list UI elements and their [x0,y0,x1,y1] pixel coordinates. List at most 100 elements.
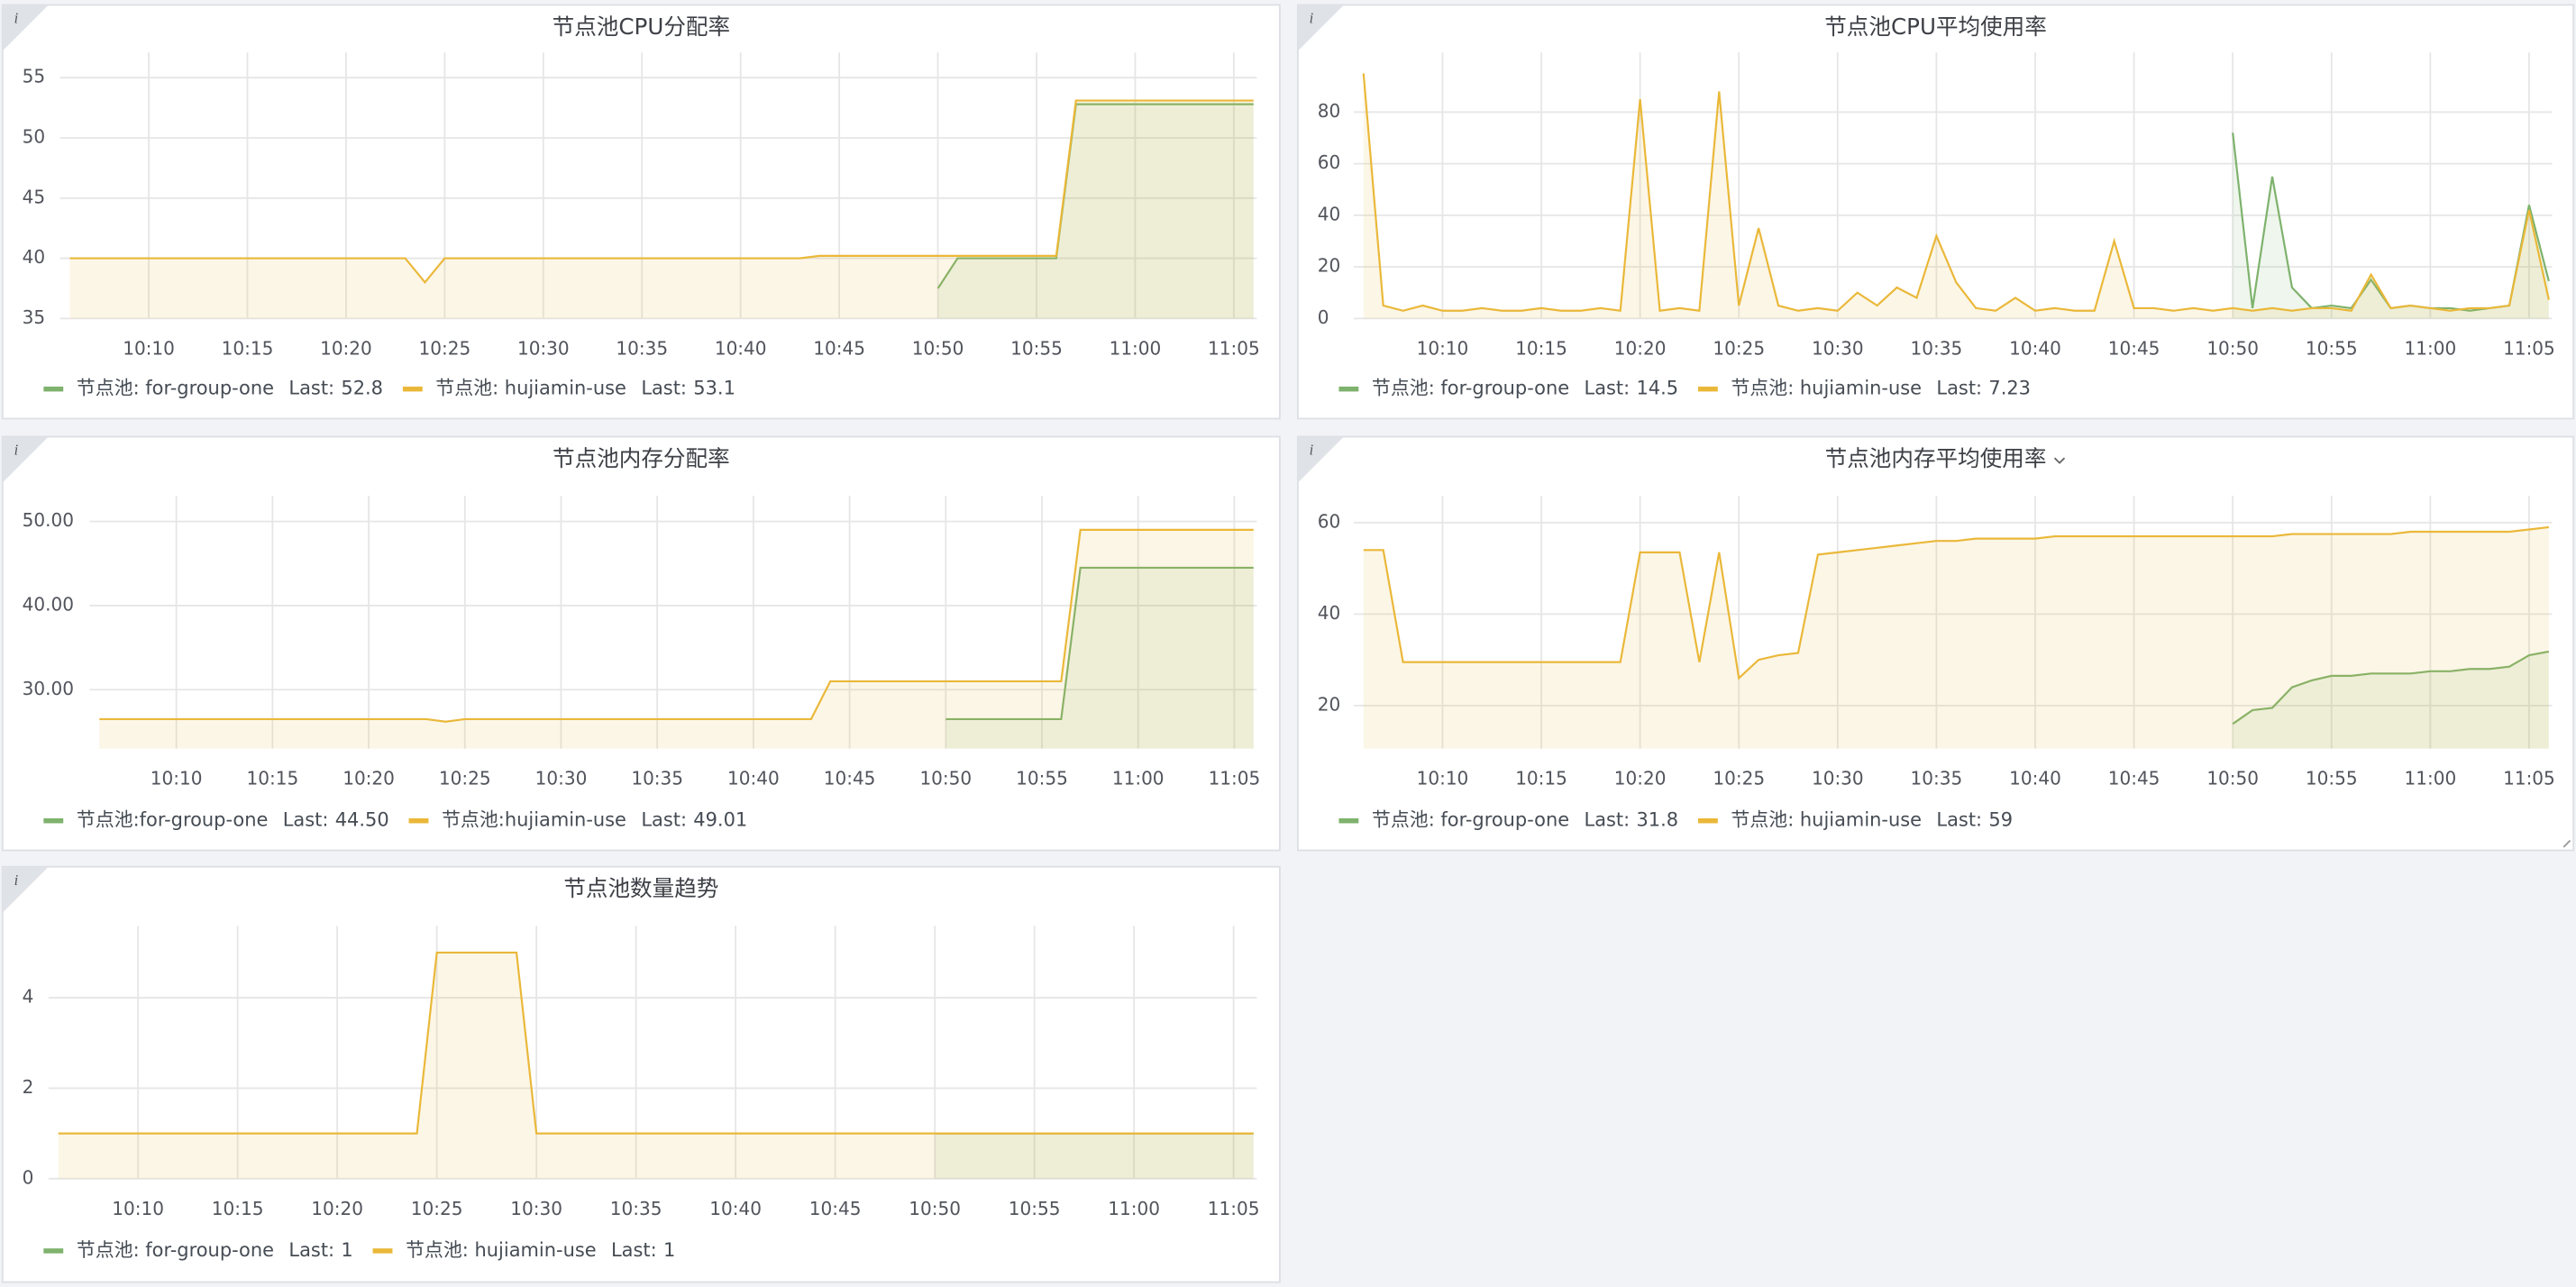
x-tick-label: 10:15 [212,1198,264,1219]
legend-stat: Last: [1585,809,1631,831]
legend-name: 节点池: hujiamin-use [1731,378,1922,399]
panel-title: 节点池CPU分配率 [553,14,730,40]
legend-name: 节点池: hujiamin-use [435,378,626,399]
x-tick-label: 10:40 [715,337,767,359]
y-tick-label: 60 [1318,510,1340,532]
x-tick-label: 10:30 [517,337,570,359]
series-line [936,103,1254,289]
legend-name: 节点池: hujiamin-use [406,1239,597,1261]
x-tick-label: 10:55 [1009,1198,1061,1219]
x-tick-label: 10:20 [1614,768,1667,790]
panel: i 节点池内存平均使用率 20 40 60 10:10 10:15 10:20 10:25 10:… [1297,435,2575,852]
x-tick-label: 10:35 [610,1198,662,1219]
x-tick-label: 10:15 [1515,768,1567,790]
legend-swatch [43,817,64,824]
y-tick-label: 40 [1318,203,1340,224]
x-tick-label: 10:40 [727,768,780,790]
series-area [935,1133,1254,1179]
y-tick-label: 80 [1318,100,1340,122]
x-tick-label: 10:20 [320,337,372,359]
info-icon: i [14,10,19,27]
x-tick-label: 11:00 [1108,1198,1160,1219]
series-area [937,104,1254,319]
x-tick-label: 10:55 [1010,337,1063,359]
legend-last: 53.1 [693,378,735,399]
legend-name: 节点池: hujiamin-use [1731,809,1922,831]
y-tick-label: 2 [23,1076,34,1098]
y-tick-label: 45 [23,186,45,207]
legend-last: 1 [341,1239,352,1261]
info-icon: i [1310,442,1314,459]
x-tick-label: 10:35 [631,768,683,790]
y-tick-label: 50.00 [23,509,74,531]
x-tick-label: 10:30 [510,1198,562,1219]
series-area [2233,132,2549,319]
series-area [2233,651,2549,749]
x-tick-label: 10:40 [2009,768,2061,790]
panel-title: 节点池CPU平均使用率 [1824,14,2047,40]
info-icon: i [1310,10,1314,27]
x-tick-label: 10:40 [709,1198,762,1219]
x-tick-label: 10:10 [1417,768,1469,790]
x-tick-label: 10:20 [343,768,395,790]
x-tick-label: 10:25 [411,1198,463,1219]
y-tick-label: 50 [23,126,45,148]
series-line [945,566,1254,721]
x-tick-label: 10:55 [2306,337,2358,359]
x-tick-label: 10:55 [2306,768,2358,790]
legend-swatch [1338,386,1359,392]
panel-frame [1,865,1281,1283]
legend-stat: Last: [283,809,329,831]
legend-last: 1 [663,1239,675,1261]
legend-stat: Last: [611,1239,657,1261]
panel-title: 节点池数量趋势 [563,875,718,901]
legend-stat: Last: [1936,809,1982,831]
panel: i 节点池内存分配率 30.00 40.00 50.00 10:10 10:15 10:20 1… [1,435,1281,852]
x-tick-label: 10:10 [151,768,203,790]
legend-name: 节点池: for-group-one [1372,809,1569,831]
y-tick-label: 20 [1318,255,1340,277]
x-tick-label: 10:45 [813,337,865,359]
x-tick-label: 10:25 [1713,768,1765,790]
x-tick-label: 10:45 [809,1198,862,1219]
legend-swatch [372,1248,393,1254]
series-line [99,528,1254,723]
x-tick-label: 10:20 [311,1198,363,1219]
x-tick-label: 10:25 [439,768,491,790]
series-line [2232,650,2550,726]
series-area [945,567,1254,749]
x-tick-label: 11:05 [1209,768,1261,790]
title-chevron [2053,457,2066,464]
y-tick-label: 55 [23,66,45,87]
x-tick-label: 10:50 [909,1198,961,1219]
series-line [69,99,1254,285]
legend-name: 节点池: for-group-one [1372,378,1569,399]
x-tick-label: 11:00 [2405,337,2457,359]
x-tick-label: 10:55 [1016,768,1068,790]
panel-title: 节点池内存平均使用率 [1825,445,2047,471]
x-tick-label: 11:00 [1112,768,1165,790]
x-tick-label: 10:10 [1417,337,1469,359]
x-tick-label: 10:15 [1515,337,1567,359]
y-tick-label: 0 [1318,306,1329,328]
legend-last: 49.01 [693,809,747,831]
x-tick-label: 10:30 [535,768,588,790]
x-tick-label: 10:35 [1911,337,1963,359]
legend-swatch [43,386,64,392]
x-tick-label: 11:05 [2503,337,2555,359]
x-tick-label: 11:05 [2503,768,2555,790]
legend-name: 节点池:hujiamin-use [442,809,626,831]
y-tick-label: 30.00 [23,678,74,699]
legend-last: 7.23 [1988,378,2031,399]
y-tick-label: 40 [23,246,45,268]
x-tick-label: 10:50 [912,337,964,359]
legend-swatch [43,1248,64,1254]
legend-last: 31.8 [1636,809,1678,831]
y-tick-label: 40.00 [23,593,74,615]
legend-stat: Last: [288,378,334,399]
legend-last: 59 [1988,809,2013,831]
legend-stat: Last: [641,809,687,831]
